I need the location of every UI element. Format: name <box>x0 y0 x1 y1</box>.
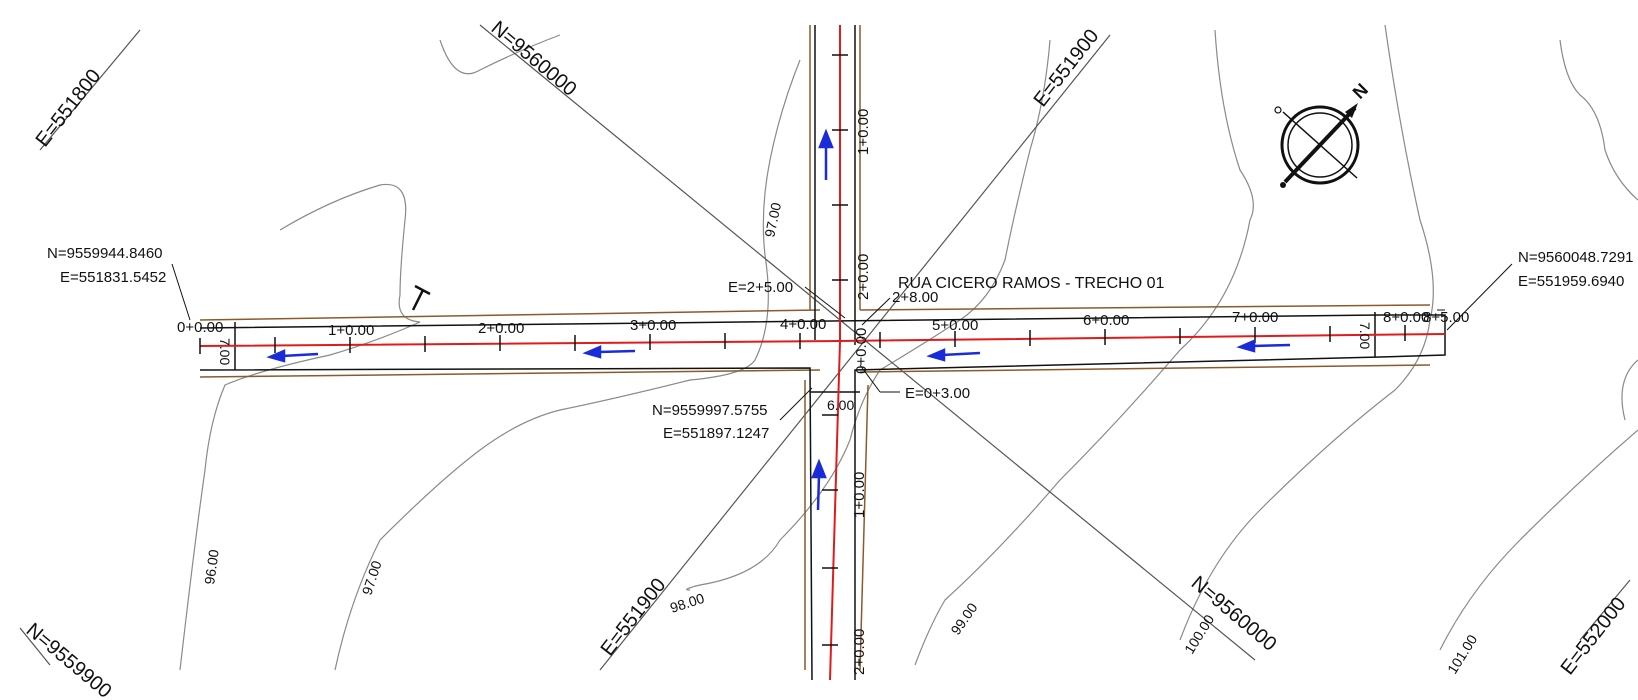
station-label: 8+0.00 <box>1383 309 1429 326</box>
width-right: 7.00 <box>1357 322 1373 349</box>
contour-label: 97.00 <box>761 201 784 239</box>
flow-arrows <box>266 128 1291 511</box>
station-label-v: 1+0.00 <box>851 472 868 518</box>
station-label: 6+0.00 <box>1083 312 1129 329</box>
station-label: 3+0.00 <box>630 317 676 334</box>
coord-center-n: N=9559997.5755 <box>652 402 768 419</box>
road-title: RUA CICERO RAMOS - TRECHO 01 <box>898 275 1165 292</box>
contour-label: 101.00 <box>1444 632 1480 677</box>
road-borders <box>199 25 1431 671</box>
grid-lines <box>19 24 1631 671</box>
contour-label: 99.00 <box>947 600 980 638</box>
intersection-e-right: 2+8.00 <box>892 289 938 306</box>
station-label: 0+0.00 <box>177 319 223 336</box>
station-label: 5+0.00 <box>932 317 978 334</box>
grid-labels: E=551800 N=9560000 E=551900 E=551900 N=9… <box>22 17 1631 700</box>
width-labels: 7.00 7.00 6.00 <box>217 322 1373 413</box>
north-arrow-outer-ring <box>1280 105 1360 185</box>
leader-lines <box>171 263 1513 421</box>
grid-label-e551900-top: E=551900 <box>1030 25 1104 111</box>
coord-center-e: E=551897.1247 <box>663 425 769 442</box>
intersection-e-bottom: E=0+3.00 <box>905 385 970 402</box>
width-left: 7.00 <box>217 338 233 365</box>
station-label-v: 0+0.00 <box>853 328 870 374</box>
width-bottom: 6.00 <box>827 397 854 413</box>
grid-label-n9559900: N=9559900 <box>22 619 116 700</box>
grid-label-e552000: E=552000 <box>1557 593 1631 679</box>
contour-label: 96.00 <box>201 548 222 585</box>
coord-left-n: N=9559944.8460 <box>47 245 163 262</box>
grid-label-n9560000-top: N=9560000 <box>487 17 581 101</box>
north-label: N <box>1349 79 1372 102</box>
station-label: 2+0.00 <box>478 320 524 337</box>
coordinate-labels: N=9559944.8460 E=551831.5452 N=9559997.5… <box>47 245 1634 442</box>
north-arrow-inner-ring <box>1287 112 1353 178</box>
station-label: 8+5.00 <box>1423 309 1469 326</box>
survey-marker-icon <box>411 284 431 311</box>
coord-right-e: E=551959.6940 <box>1518 273 1624 290</box>
station-label: 4+0.00 <box>780 316 826 333</box>
contour-lines <box>179 24 1638 671</box>
station-label-v: 2+0.00 <box>851 629 868 675</box>
station-ticks <box>199 54 1406 646</box>
intersection-labels: E=2+5.00 2+8.00 E=0+3.00 <box>728 279 970 402</box>
contour-label: 97.00 <box>359 558 385 596</box>
horizontal-station-labels: 0+0.00 1+0.00 2+0.00 3+0.00 4+0.00 5+0.0… <box>177 309 1469 339</box>
contour-label: 98.00 <box>668 590 706 616</box>
station-label: 1+0.00 <box>328 322 374 339</box>
station-label: 7+0.00 <box>1232 309 1278 326</box>
contour-label: 100.00 <box>1181 612 1217 657</box>
north-arrow: N <box>1274 79 1372 188</box>
coord-right-n: N=9560048.7291 <box>1518 249 1634 266</box>
road-edges <box>199 25 1446 681</box>
station-label-v: 2+0.00 <box>855 254 872 300</box>
grid-label-e551800: E=551800 <box>32 65 106 151</box>
axis-lines <box>199 25 1446 681</box>
station-label-v: 1+0.00 <box>855 109 872 155</box>
intersection-e-left: E=2+5.00 <box>728 279 793 296</box>
vertical-station-labels: 1+0.00 2+0.00 0+0.00 1+0.00 2+0.00 <box>851 109 872 675</box>
coord-left-e: E=551831.5452 <box>60 269 166 286</box>
grid-label-e551900-bottom: E=551900 <box>597 574 671 660</box>
